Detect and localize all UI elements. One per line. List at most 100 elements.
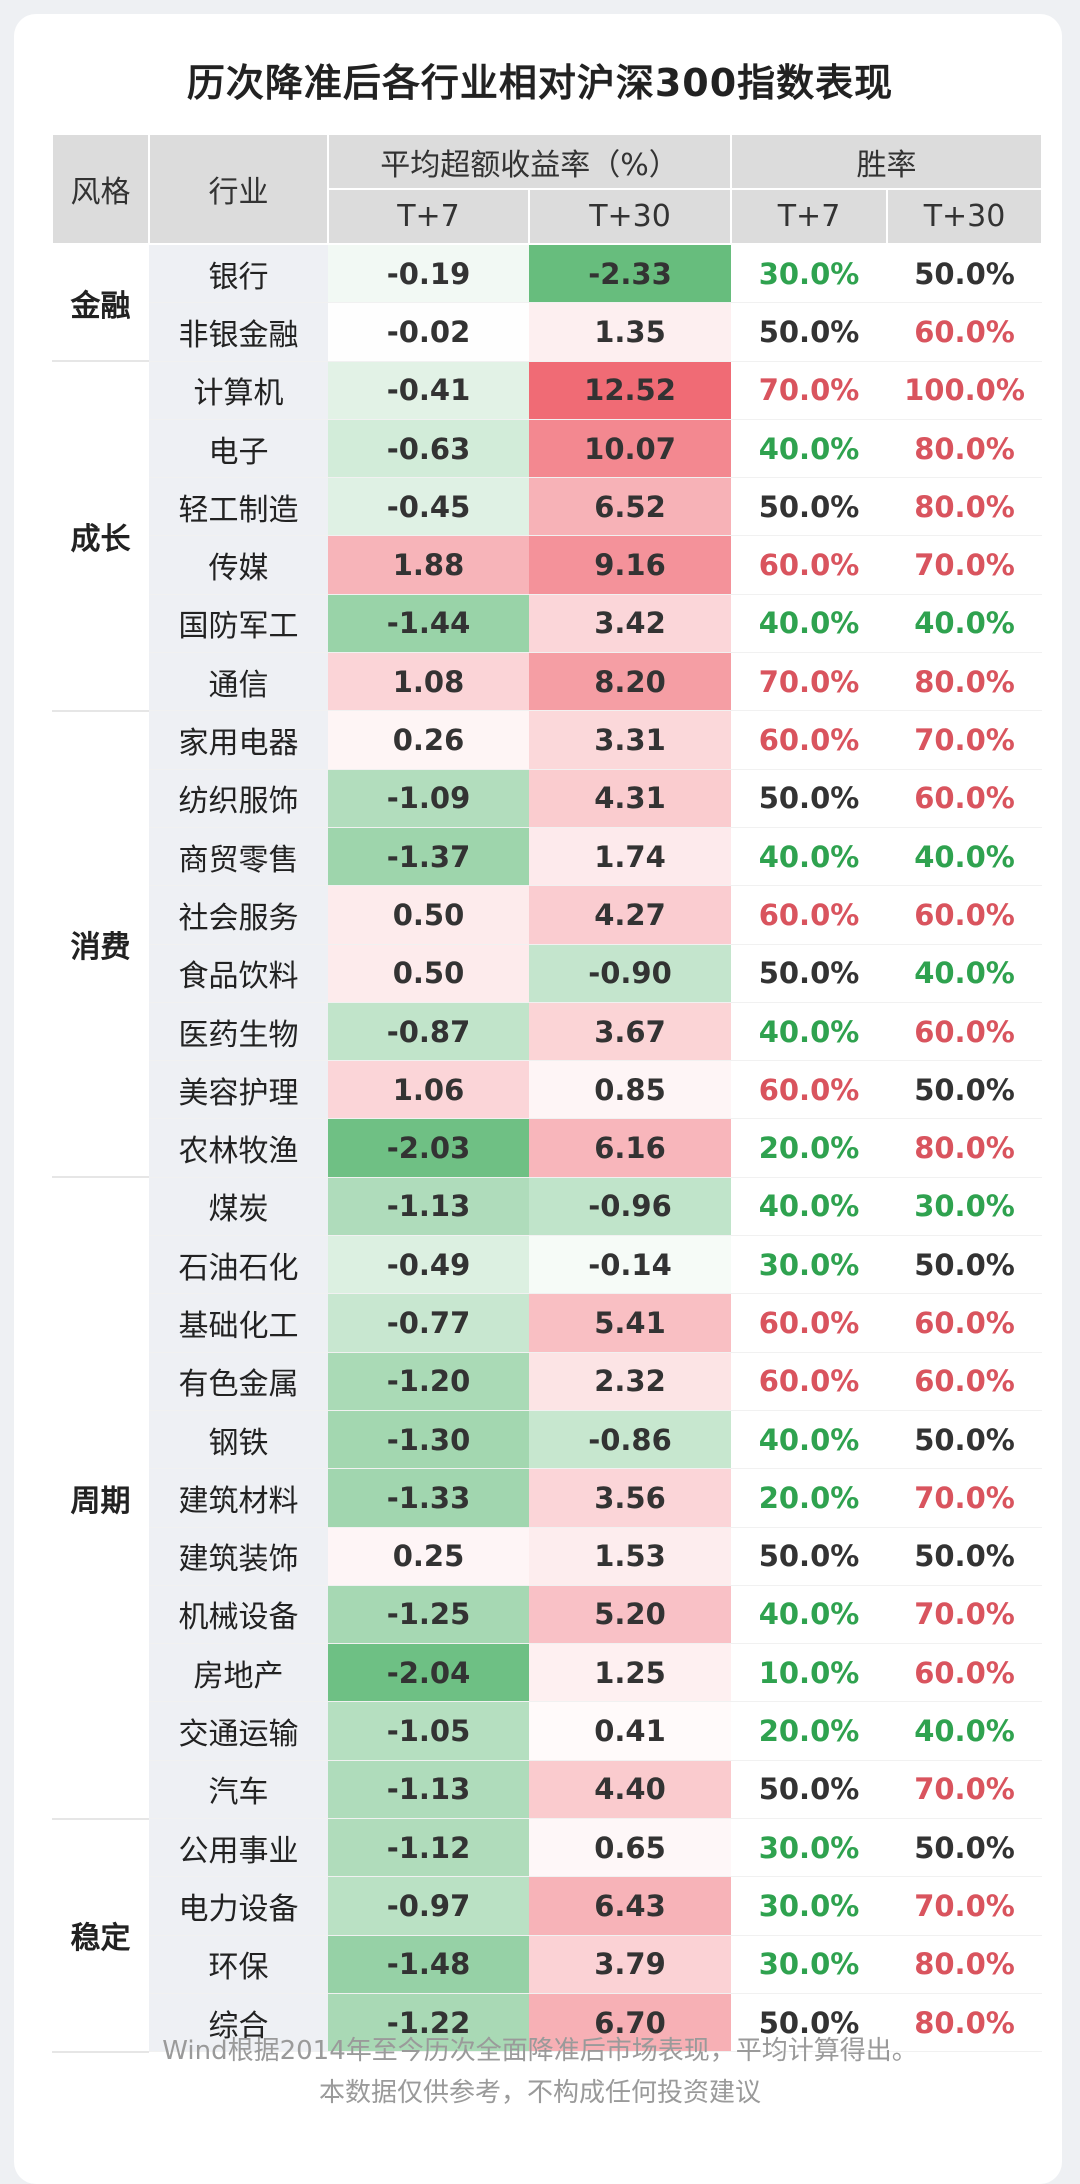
industry-performance-table: 风格 行业 平均超额收益率（%） 胜率 T+7 T+30 T+7 T+30 金融… — [51, 133, 1044, 2053]
excess-t30-cell: 4.27 — [529, 885, 732, 945]
excess-t30-cell: 3.79 — [529, 1935, 732, 1994]
industry-cell: 综合 — [149, 1993, 328, 2053]
industry-cell: 传媒 — [149, 535, 328, 595]
excess-t30-cell: 0.41 — [529, 1701, 732, 1761]
win-t30-cell: 70.0% — [887, 1760, 1043, 1820]
header-win-rate: 胜率 — [730, 133, 1044, 190]
excess-t7-cell: -0.63 — [328, 419, 529, 479]
industry-cell: 煤炭 — [149, 1177, 328, 1237]
win-t7-cell: 40.0% — [731, 419, 888, 479]
table-row: 金融 银行 -0.19 -2.33 30.0% 50.0% — [52, 244, 1043, 363]
excess-t30-cell: 5.41 — [529, 1293, 732, 1353]
win-t30-cell: 50.0% — [887, 1235, 1043, 1295]
table-row: 美容护理 1.06 0.85 60.0% 50.0% — [52, 1060, 1043, 1120]
table-row: 环保 -1.48 3.79 30.0% 80.0% — [52, 1935, 1043, 1994]
table-row: 轻工制造 -0.45 6.52 50.0% 80.0% — [52, 477, 1043, 537]
industry-cell: 轻工制造 — [149, 477, 328, 537]
table-row: 国防军工 -1.44 3.42 40.0% 40.0% — [52, 594, 1043, 654]
excess-t7-cell: -2.03 — [328, 1118, 529, 1178]
table-row: 建筑装饰 0.25 1.53 50.0% 50.0% — [52, 1527, 1043, 1586]
excess-t30-cell: 3.67 — [529, 1002, 732, 1062]
win-t30-cell: 50.0% — [887, 244, 1043, 304]
table-row: 综合 -1.22 6.70 50.0% 80.0% — [52, 1993, 1043, 2053]
excess-t7-cell: -0.19 — [328, 244, 529, 304]
industry-cell: 钢铁 — [149, 1410, 328, 1470]
table-row: 通信 1.08 8.20 70.0% 80.0% — [52, 652, 1043, 712]
table-row: 电力设备 -0.97 6.43 30.0% 70.0% — [52, 1876, 1043, 1936]
table-row: 成长 计算机 -0.41 12.52 70.0% 100.0% — [52, 361, 1043, 712]
header-industry: 行业 — [148, 133, 329, 245]
industry-cell: 纺织服饰 — [149, 769, 328, 828]
industry-cell: 公用事业 — [149, 1818, 328, 1878]
excess-t30-cell: 10.07 — [529, 419, 732, 479]
win-t7-cell: 50.0% — [731, 1760, 888, 1820]
table-row: 稳定 公用事业 -1.12 0.65 30.0% 50.0% — [52, 1818, 1043, 2053]
header-excess-return: 平均超额收益率（%） — [326, 133, 733, 190]
excess-t7-cell: -1.13 — [328, 1760, 529, 1820]
industry-cell: 家用电器 — [149, 710, 328, 770]
win-t7-cell: 40.0% — [731, 1177, 888, 1237]
win-t30-cell: 80.0% — [887, 1993, 1043, 2053]
excess-t30-cell: 1.25 — [529, 1643, 732, 1703]
win-t7-cell: 40.0% — [731, 594, 888, 654]
excess-t30-cell: 4.40 — [529, 1760, 732, 1820]
style-group-cell: 金融 — [52, 244, 149, 363]
industry-cell: 食品饮料 — [149, 944, 328, 1003]
industry-cell: 基础化工 — [149, 1293, 328, 1353]
excess-t7-cell: -1.22 — [328, 1993, 529, 2053]
excess-t30-cell: 9.16 — [529, 535, 732, 595]
table-row: 纺织服饰 -1.09 4.31 50.0% 60.0% — [52, 769, 1043, 828]
excess-t7-cell: -1.13 — [328, 1177, 529, 1237]
footnote-line-2: 本数据仅供参考，不构成任何投资建议 — [318, 2078, 761, 2108]
industry-cell: 银行 — [149, 244, 328, 304]
excess-t7-cell: -1.12 — [328, 1818, 529, 1878]
industry-cell: 非银金融 — [149, 302, 328, 362]
win-t30-cell: 50.0% — [887, 1410, 1043, 1470]
excess-t7-cell: -1.33 — [328, 1468, 529, 1528]
win-t30-cell: 40.0% — [887, 1701, 1043, 1761]
win-t7-cell: 40.0% — [731, 1410, 888, 1470]
style-group-cell: 成长 — [52, 361, 149, 712]
win-t30-cell: 80.0% — [887, 1935, 1043, 1994]
table-row: 食品饮料 0.50 -0.90 50.0% 40.0% — [52, 944, 1043, 1003]
table-row: 石油石化 -0.49 -0.14 30.0% 50.0% — [52, 1235, 1043, 1295]
win-t30-cell: 100.0% — [887, 361, 1043, 420]
win-t7-cell: 60.0% — [731, 1293, 888, 1353]
table-row: 建筑材料 -1.33 3.56 20.0% 70.0% — [52, 1468, 1043, 1528]
win-t30-cell: 80.0% — [887, 419, 1043, 479]
win-t30-cell: 80.0% — [887, 1118, 1043, 1178]
table-row: 周期 煤炭 -1.13 -0.96 40.0% 30.0% — [52, 1177, 1043, 1820]
win-t7-cell: 50.0% — [731, 1527, 888, 1586]
win-t7-cell: 60.0% — [731, 885, 888, 945]
excess-t30-cell: -0.86 — [529, 1410, 732, 1470]
win-t7-cell: 50.0% — [731, 769, 888, 828]
win-t30-cell: 40.0% — [887, 827, 1043, 887]
excess-t30-cell: 4.31 — [529, 769, 732, 828]
excess-t30-cell: 3.56 — [529, 1468, 732, 1528]
excess-t30-cell: 12.52 — [529, 361, 732, 420]
win-t7-cell: 40.0% — [731, 1002, 888, 1062]
table-row: 非银金融 -0.02 1.35 50.0% 60.0% — [52, 302, 1043, 362]
table-row: 农林牧渔 -2.03 6.16 20.0% 80.0% — [52, 1118, 1043, 1178]
excess-t7-cell: 1.06 — [328, 1060, 529, 1120]
industry-cell: 石油石化 — [149, 1235, 328, 1295]
win-t30-cell: 60.0% — [887, 1352, 1043, 1411]
win-t30-cell: 80.0% — [887, 477, 1043, 537]
excess-t30-cell: 1.74 — [529, 827, 732, 887]
excess-t30-cell: 6.43 — [529, 1876, 732, 1936]
win-t30-cell: 70.0% — [887, 1876, 1043, 1936]
excess-t7-cell: 0.25 — [328, 1527, 529, 1586]
excess-t30-cell: 6.70 — [529, 1993, 732, 2053]
excess-t7-cell: -1.37 — [328, 827, 529, 887]
table-row: 医药生物 -0.87 3.67 40.0% 60.0% — [52, 1002, 1043, 1062]
win-t7-cell: 10.0% — [731, 1643, 888, 1703]
excess-t30-cell: 1.35 — [529, 302, 732, 362]
industry-cell: 有色金属 — [149, 1352, 328, 1411]
win-t7-cell: 70.0% — [731, 652, 888, 712]
industry-cell: 建筑装饰 — [149, 1527, 328, 1586]
excess-t7-cell: 0.50 — [328, 885, 529, 945]
excess-t30-cell: 5.20 — [529, 1585, 732, 1645]
excess-t30-cell: 1.53 — [529, 1527, 732, 1586]
excess-t30-cell: -0.14 — [529, 1235, 732, 1295]
win-t30-cell: 60.0% — [887, 769, 1043, 828]
